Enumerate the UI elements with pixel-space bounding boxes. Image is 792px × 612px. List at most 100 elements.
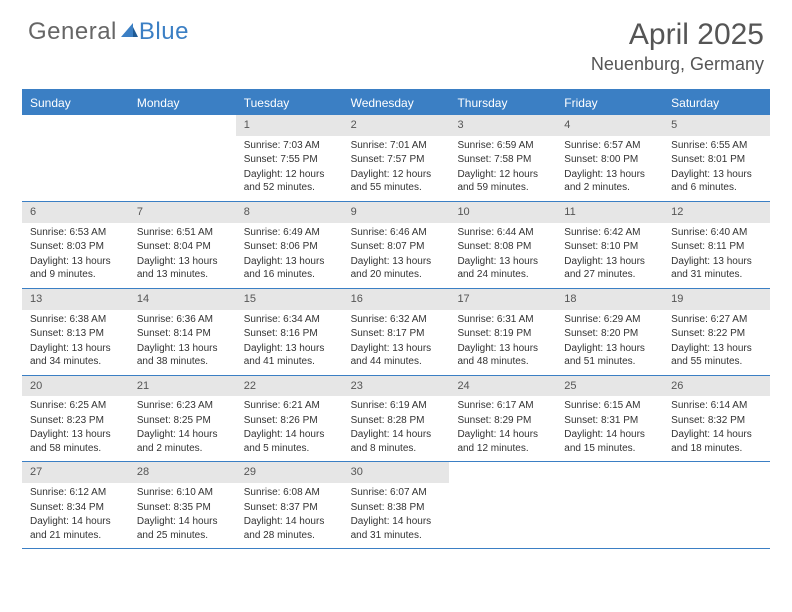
day-details: Sunrise: 6:25 AMSunset: 8:23 PMDaylight:… <box>22 399 129 455</box>
day-details: Sunrise: 6:07 AMSunset: 8:38 PMDaylight:… <box>343 486 450 542</box>
sunrise-text: Sunrise: 6:10 AM <box>137 486 230 500</box>
week-row: ..1Sunrise: 7:03 AMSunset: 7:55 PMDaylig… <box>22 115 770 202</box>
day-number: 2 <box>343 115 450 136</box>
page-header: GeneralBlue April 2025 Neuenburg, German… <box>0 0 792 79</box>
day-number: 18 <box>556 289 663 310</box>
day-number: 11 <box>556 202 663 223</box>
sunset-text: Sunset: 8:14 PM <box>137 327 230 341</box>
week-row: 13Sunrise: 6:38 AMSunset: 8:13 PMDayligh… <box>22 289 770 376</box>
day-number: 25 <box>556 376 663 397</box>
daylight-text: Daylight: 13 hours and 51 minutes. <box>564 342 657 369</box>
sunset-text: Sunset: 8:32 PM <box>671 414 764 428</box>
day-cell: 9 Sunrise: 6:46 AMSunset: 8:07 PMDaylight… <box>343 202 450 288</box>
sunrise-text: Sunrise: 6:17 AM <box>457 399 550 413</box>
day-details: Sunrise: 6:29 AMSunset: 8:20 PMDaylight:… <box>556 313 663 369</box>
day-details: Sunrise: 6:38 AMSunset: 8:13 PMDaylight:… <box>22 313 129 369</box>
day-details: Sunrise: 6:10 AMSunset: 8:35 PMDaylight:… <box>129 486 236 542</box>
day-cell: 12Sunrise: 6:40 AMSunset: 8:11 PMDayligh… <box>663 202 770 288</box>
sail-icon <box>119 18 139 46</box>
day-number: 20 <box>22 376 129 397</box>
daylight-text: Daylight: 13 hours and 44 minutes. <box>351 342 444 369</box>
day-details: Sunrise: 6:17 AMSunset: 8:29 PMDaylight:… <box>449 399 556 455</box>
daylight-text: Daylight: 13 hours and 9 minutes. <box>30 255 123 282</box>
day-details: Sunrise: 6:32 AMSunset: 8:17 PMDaylight:… <box>343 313 450 369</box>
day-details: Sunrise: 6:44 AMSunset: 8:08 PMDaylight:… <box>449 226 556 282</box>
day-number: 8 <box>236 202 343 223</box>
sunset-text: Sunset: 8:00 PM <box>564 153 657 167</box>
day-number: 29 <box>236 462 343 483</box>
daylight-text: Daylight: 13 hours and 2 minutes. <box>564 168 657 195</box>
day-cell: 26Sunrise: 6:14 AMSunset: 8:32 PMDayligh… <box>663 376 770 462</box>
day-cell: 23Sunrise: 6:19 AMSunset: 8:28 PMDayligh… <box>343 376 450 462</box>
daylight-text: Daylight: 13 hours and 41 minutes. <box>244 342 337 369</box>
day-cell: . <box>663 462 770 548</box>
sunset-text: Sunset: 8:11 PM <box>671 240 764 254</box>
week-row: 20Sunrise: 6:25 AMSunset: 8:23 PMDayligh… <box>22 376 770 463</box>
day-details: Sunrise: 6:42 AMSunset: 8:10 PMDaylight:… <box>556 226 663 282</box>
sunrise-text: Sunrise: 6:55 AM <box>671 139 764 153</box>
month-title: April 2025 <box>591 18 764 52</box>
day-header-monday: Monday <box>129 91 236 115</box>
sunrise-text: Sunrise: 6:32 AM <box>351 313 444 327</box>
sunrise-text: Sunrise: 6:27 AM <box>671 313 764 327</box>
sunset-text: Sunset: 8:31 PM <box>564 414 657 428</box>
sunrise-text: Sunrise: 6:15 AM <box>564 399 657 413</box>
day-details: Sunrise: 6:27 AMSunset: 8:22 PMDaylight:… <box>663 313 770 369</box>
sunrise-text: Sunrise: 6:29 AM <box>564 313 657 327</box>
day-number: 30 <box>343 462 450 483</box>
daylight-text: Daylight: 13 hours and 58 minutes. <box>30 428 123 455</box>
sunset-text: Sunset: 8:20 PM <box>564 327 657 341</box>
sunrise-text: Sunrise: 6:59 AM <box>457 139 550 153</box>
sunset-text: Sunset: 8:03 PM <box>30 240 123 254</box>
day-cell: 24Sunrise: 6:17 AMSunset: 8:29 PMDayligh… <box>449 376 556 462</box>
day-cell: 5Sunrise: 6:55 AMSunset: 8:01 PMDaylight… <box>663 115 770 201</box>
sunrise-text: Sunrise: 6:46 AM <box>351 226 444 240</box>
brand-logo: GeneralBlue <box>28 18 189 46</box>
day-number: 23 <box>343 376 450 397</box>
sunset-text: Sunset: 8:37 PM <box>244 501 337 515</box>
day-number: 21 <box>129 376 236 397</box>
daylight-text: Daylight: 12 hours and 55 minutes. <box>351 168 444 195</box>
sunrise-text: Sunrise: 7:01 AM <box>351 139 444 153</box>
day-number: 22 <box>236 376 343 397</box>
daylight-text: Daylight: 13 hours and 55 minutes. <box>671 342 764 369</box>
day-details: Sunrise: 6:34 AMSunset: 8:16 PMDaylight:… <box>236 313 343 369</box>
day-cell: 27Sunrise: 6:12 AMSunset: 8:34 PMDayligh… <box>22 462 129 548</box>
day-cell: 16Sunrise: 6:32 AMSunset: 8:17 PMDayligh… <box>343 289 450 375</box>
daylight-text: Daylight: 14 hours and 21 minutes. <box>30 515 123 542</box>
daylight-text: Daylight: 13 hours and 24 minutes. <box>457 255 550 282</box>
daylight-text: Daylight: 14 hours and 15 minutes. <box>564 428 657 455</box>
daylight-text: Daylight: 12 hours and 52 minutes. <box>244 168 337 195</box>
day-number: 9 <box>343 202 450 223</box>
day-number: 28 <box>129 462 236 483</box>
sunrise-text: Sunrise: 6:36 AM <box>137 313 230 327</box>
day-cell: 21Sunrise: 6:23 AMSunset: 8:25 PMDayligh… <box>129 376 236 462</box>
day-cell: 20Sunrise: 6:25 AMSunset: 8:23 PMDayligh… <box>22 376 129 462</box>
day-cell: 30 Sunrise: 6:07 AMSunset: 8:38 PMDayligh… <box>343 462 450 548</box>
daylight-text: Daylight: 13 hours and 6 minutes. <box>671 168 764 195</box>
day-details: Sunrise: 6:36 AMSunset: 8:14 PMDaylight:… <box>129 313 236 369</box>
sunrise-text: Sunrise: 6:40 AM <box>671 226 764 240</box>
sunset-text: Sunset: 8:29 PM <box>457 414 550 428</box>
sunset-text: Sunset: 8:08 PM <box>457 240 550 254</box>
sunrise-text: Sunrise: 6:25 AM <box>30 399 123 413</box>
sunrise-text: Sunrise: 6:14 AM <box>671 399 764 413</box>
sunset-text: Sunset: 8:06 PM <box>244 240 337 254</box>
sunset-text: Sunset: 7:58 PM <box>457 153 550 167</box>
day-details: Sunrise: 6:46 AMSunset: 8:07 PMDaylight:… <box>343 226 450 282</box>
sunrise-text: Sunrise: 6:49 AM <box>244 226 337 240</box>
day-cell: . <box>556 462 663 548</box>
day-cell: 10Sunrise: 6:44 AMSunset: 8:08 PMDayligh… <box>449 202 556 288</box>
daylight-text: Daylight: 14 hours and 2 minutes. <box>137 428 230 455</box>
day-cell: 29Sunrise: 6:08 AMSunset: 8:37 PMDayligh… <box>236 462 343 548</box>
daylight-text: Daylight: 14 hours and 18 minutes. <box>671 428 764 455</box>
sunset-text: Sunset: 8:17 PM <box>351 327 444 341</box>
day-details: Sunrise: 6:55 AMSunset: 8:01 PMDaylight:… <box>663 139 770 195</box>
sunset-text: Sunset: 8:22 PM <box>671 327 764 341</box>
sunset-text: Sunset: 8:16 PM <box>244 327 337 341</box>
brand-part2: Blue <box>139 18 189 46</box>
day-cell: 6Sunrise: 6:53 AMSunset: 8:03 PMDaylight… <box>22 202 129 288</box>
sunset-text: Sunset: 8:13 PM <box>30 327 123 341</box>
sunrise-text: Sunrise: 6:31 AM <box>457 313 550 327</box>
day-number: 14 <box>129 289 236 310</box>
